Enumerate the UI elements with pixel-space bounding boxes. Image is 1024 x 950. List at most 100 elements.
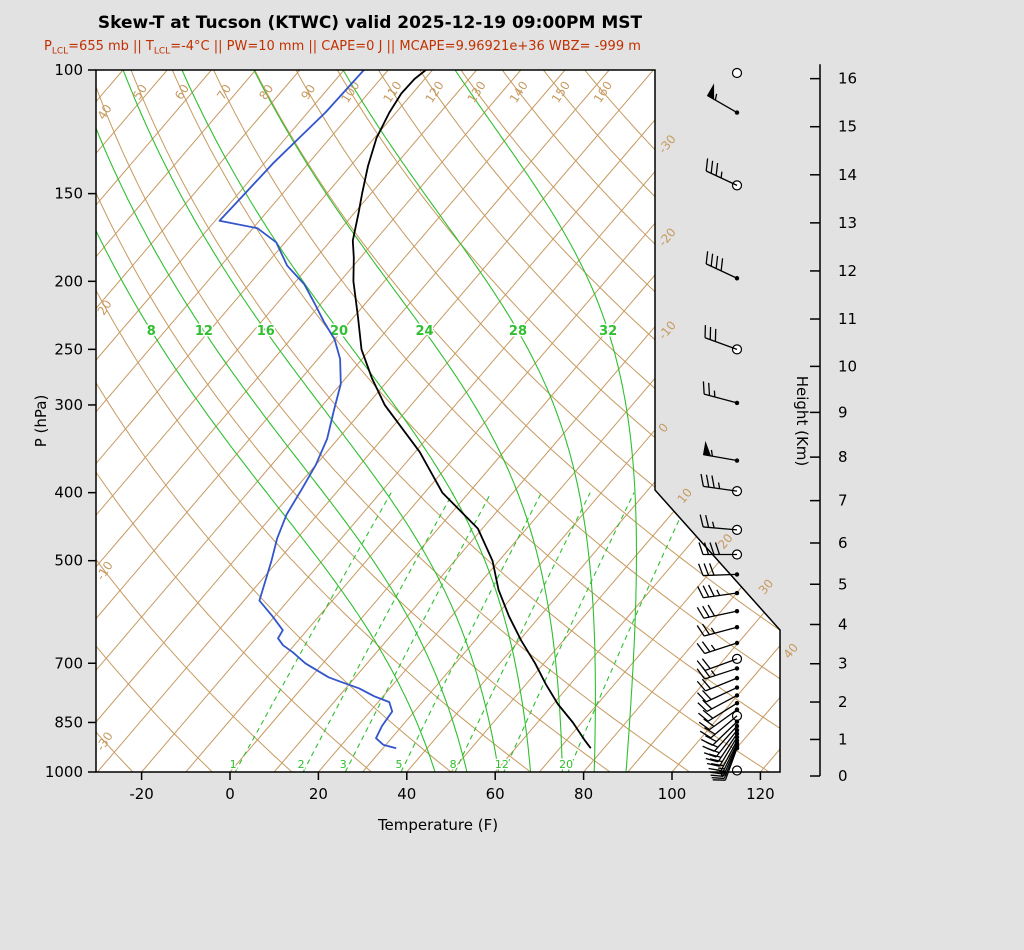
height-tick-label: 14 — [838, 166, 857, 184]
dry-adiabat-line — [454, 70, 780, 772]
plot-background — [96, 70, 780, 772]
wind-barb — [706, 83, 740, 115]
pressure-tick-label: 200 — [54, 272, 83, 290]
temperature-tick-label: 120 — [746, 785, 775, 803]
height-tick-label: 12 — [838, 262, 857, 280]
barb-flag — [706, 83, 715, 100]
dry-adiabat-line — [96, 70, 611, 772]
wind-barb — [696, 675, 740, 692]
wind-barb — [698, 701, 740, 722]
wind-barb — [696, 623, 740, 637]
barb-staff — [704, 667, 738, 680]
isotherm-line — [318, 70, 780, 772]
station-circle — [731, 765, 743, 776]
barb-full-tick — [708, 382, 711, 396]
height-tick-label: 3 — [838, 655, 848, 673]
barb-full-tick — [707, 762, 720, 767]
moist-adiabat-line — [177, 70, 532, 772]
barb-full-tick — [699, 514, 704, 528]
dry-adiabat-line — [536, 70, 780, 772]
plot-border — [95, 69, 781, 773]
mixing-ratio-line — [344, 492, 492, 772]
pressure-tick-label: 250 — [54, 340, 83, 358]
moist-adiabat-line — [96, 70, 436, 772]
dry-adiabat-line — [96, 70, 293, 772]
barb-full-tick — [703, 563, 710, 576]
wind-barb — [731, 67, 743, 79]
height-tick-label: 2 — [838, 693, 848, 711]
mixing-ratio-label: 3 — [340, 758, 347, 771]
wind-barb — [697, 584, 740, 599]
barb-full-tick — [709, 758, 723, 763]
barb-full-tick — [696, 668, 706, 680]
green-reference-lines — [96, 70, 693, 772]
barb-staff — [704, 337, 738, 350]
height-tick-label: 10 — [838, 357, 857, 375]
wind-barb — [704, 325, 743, 355]
barb-full-tick — [698, 542, 704, 555]
moist-adiabat-line — [448, 70, 638, 772]
barb-staff — [722, 744, 738, 777]
dry-adiabat-label: 20 — [95, 297, 115, 317]
barb-full-tick — [702, 585, 710, 598]
tan-reference-lines — [96, 70, 780, 772]
moist-adiabat-line — [248, 70, 563, 772]
dry-adiabat-line — [96, 70, 372, 772]
height-tick-label: 1 — [838, 730, 848, 748]
temperature-tick-label: 20 — [309, 785, 328, 803]
barb-full-tick — [708, 584, 715, 597]
pressure-tick-label: 500 — [54, 552, 83, 570]
wind-barb — [700, 473, 743, 497]
pressure-tick-label: 700 — [54, 654, 83, 672]
barb-full-tick — [704, 735, 717, 743]
barb-full-tick — [697, 586, 704, 599]
barb-staff — [704, 642, 738, 655]
barb-full-tick — [707, 747, 720, 754]
mixing-ratio-line — [400, 492, 542, 772]
isotherm-label: 10 — [675, 485, 696, 506]
wind-barb — [702, 440, 740, 463]
param-text: P — [44, 39, 52, 54]
wind-barb — [705, 158, 743, 191]
pressure-tick-label: 400 — [54, 484, 83, 502]
dry-adiabat-line — [127, 70, 770, 772]
barb-staff — [703, 526, 738, 531]
moist-adiabat-label: 28 — [509, 324, 527, 339]
isotherm-line — [96, 70, 212, 772]
chart-parameters: PLCL=655 mb || TLCL=-4°C || PW=10 mm || … — [44, 39, 641, 57]
height-tick-label: 6 — [838, 534, 848, 552]
wind-barb — [698, 707, 740, 731]
barb-staff — [720, 740, 738, 771]
height-tick-label: 15 — [838, 118, 857, 136]
param-subscript: LCL — [153, 46, 171, 57]
dry-adiabat-line — [495, 70, 780, 772]
isotherm-label: -30 — [656, 132, 679, 156]
dry-adiabat-label: 70 — [214, 82, 234, 102]
temperature-tick-label: 40 — [397, 785, 416, 803]
barb-staff — [706, 694, 738, 713]
height-tick-label: 5 — [838, 575, 848, 593]
barb-full-tick — [701, 641, 711, 653]
dry-adiabat-label: 60 — [172, 82, 192, 102]
wind-barb — [698, 542, 743, 560]
barb-staff — [703, 626, 738, 637]
wind-barb — [705, 731, 740, 763]
dry-adiabat-label: 80 — [256, 82, 276, 102]
barb-full-tick — [701, 666, 711, 678]
barb-half-tick — [710, 449, 714, 457]
isotherm-line — [96, 70, 301, 772]
height-axis-title: Height (Km) — [793, 376, 811, 467]
barb-staff — [705, 263, 738, 279]
barb-staff — [709, 709, 738, 731]
wind-barb — [707, 734, 740, 767]
mixing-ratio-label: 8 — [450, 758, 457, 771]
mixing-ratio-label: 2 — [298, 758, 305, 771]
pressure-tick-label: 150 — [54, 185, 83, 203]
wind-barb — [697, 693, 740, 713]
barb-full-tick — [720, 258, 724, 271]
isotherm-line — [583, 70, 780, 772]
height-tick-label: 8 — [838, 448, 848, 466]
height-tick-label: 16 — [838, 70, 857, 88]
moist-adiabat-label: 20 — [330, 324, 348, 339]
